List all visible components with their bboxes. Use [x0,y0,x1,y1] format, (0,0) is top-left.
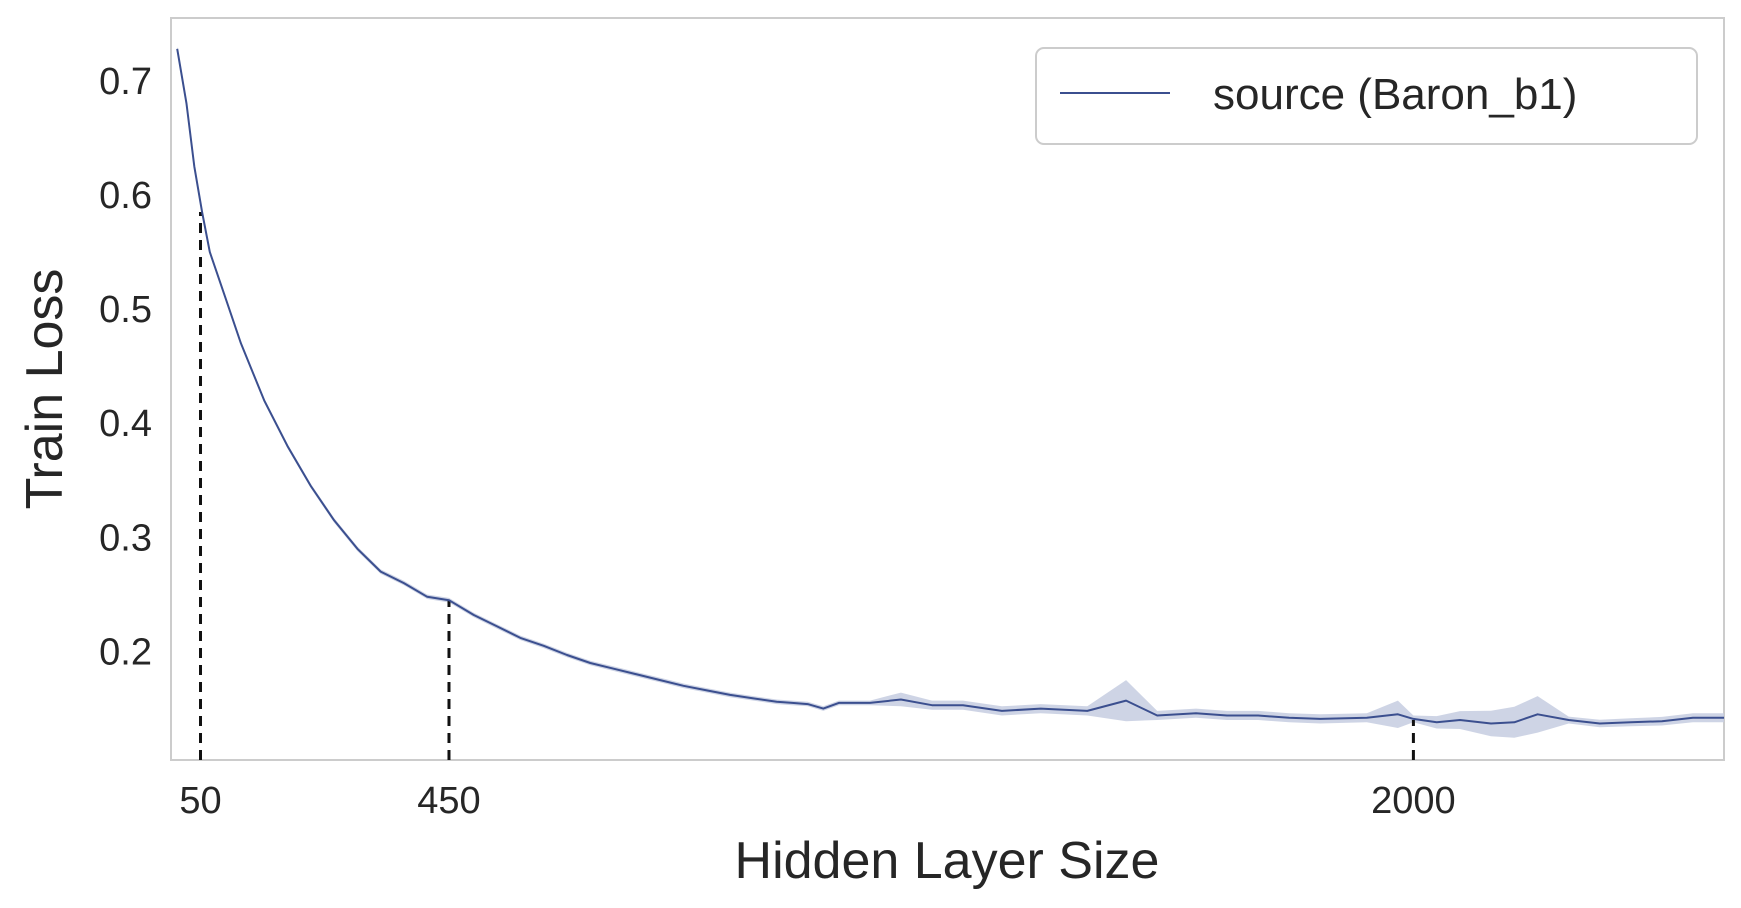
y-tick-label: 0.3 [99,517,152,559]
y-axis-title: Train Loss [16,269,74,510]
x-tick-label: 2000 [1371,780,1456,822]
y-tick-label: 0.2 [99,632,152,674]
legend-label: source (Baron_b1) [1213,70,1577,119]
x-tick-label: 50 [179,780,221,822]
x-tick-label: 450 [417,780,480,822]
series-line-group [176,48,1724,725]
legend-box [1035,47,1698,145]
y-tick-label: 0.5 [99,289,152,331]
legend: source (Baron_b1) [1035,47,1698,145]
x-axis-title: Hidden Layer Size [735,832,1160,890]
y-axis-ticks: 0.2 0.3 0.4 0.5 0.6 0.7 [99,61,152,674]
reference-lines [199,212,1415,760]
y-tick-label: 0.7 [99,61,152,103]
series-line [176,48,1724,725]
y-tick-label: 0.4 [99,403,152,445]
x-axis-ticks: 50 450 2000 [179,780,1455,822]
y-tick-label: 0.6 [99,175,152,217]
